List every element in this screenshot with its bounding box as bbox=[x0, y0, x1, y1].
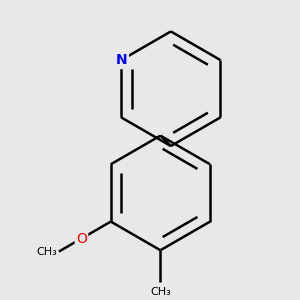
Text: CH₃: CH₃ bbox=[36, 247, 57, 256]
Text: CH₃: CH₃ bbox=[150, 287, 171, 297]
Text: N: N bbox=[116, 53, 127, 67]
Text: O: O bbox=[76, 232, 87, 245]
